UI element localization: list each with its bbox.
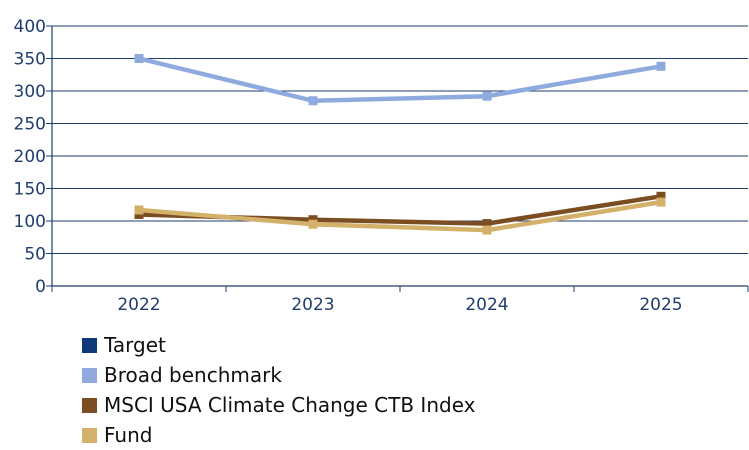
y-tick-label: 400 — [14, 17, 46, 37]
x-tick-label: 2023 — [291, 295, 334, 315]
data-point-marker — [308, 219, 318, 229]
legend-swatch — [82, 367, 97, 383]
data-point-marker — [134, 205, 144, 215]
data-point-marker — [308, 96, 318, 106]
series-line — [138, 56, 662, 103]
legend-label: Target — [104, 333, 166, 357]
legend-swatch — [82, 337, 97, 353]
y-tick-label: 100 — [14, 212, 46, 232]
legend: Target Broad benchmark MSCI USA Climate … — [82, 330, 475, 450]
data-point-marker — [308, 215, 318, 225]
data-point-marker — [656, 197, 666, 207]
legend-swatch — [82, 397, 97, 413]
x-tick-label: 2022 — [117, 295, 160, 315]
x-axis-ticks: 2022 2023 2024 2025 — [51, 286, 749, 315]
data-point-marker — [656, 191, 666, 201]
y-axis-ticks: 0 50 100 150 200 250 300 350 400 — [14, 17, 52, 297]
x-tick-label: 2025 — [639, 295, 682, 315]
legend-item-msci-index: MSCI USA Climate Change CTB Index — [82, 390, 475, 420]
y-tick-label: 0 — [35, 277, 46, 297]
series-line — [138, 199, 662, 233]
x-tick-label: 2024 — [465, 295, 508, 315]
y-tick-label: 200 — [14, 147, 46, 167]
legend-item-target: Target — [82, 330, 475, 360]
legend-label: MSCI USA Climate Change CTB Index — [104, 393, 476, 417]
y-tick-label: 50 — [24, 245, 46, 265]
legend-swatch — [82, 427, 97, 443]
legend-item-broad-benchmark: Broad benchmark — [82, 360, 475, 390]
data-point-marker — [482, 219, 492, 229]
series-line — [138, 194, 662, 226]
series-lines — [134, 54, 666, 235]
gridlines — [52, 25, 748, 254]
data-point-marker — [482, 225, 492, 235]
y-tick-label: 300 — [14, 82, 46, 102]
legend-label: Broad benchmark — [104, 363, 282, 387]
axes — [51, 26, 748, 287]
y-tick-label: 350 — [14, 50, 46, 70]
data-point-marker — [134, 54, 144, 63]
legend-item-fund: Fund — [82, 420, 475, 450]
y-tick-label: 250 — [14, 115, 46, 135]
data-point-marker — [656, 61, 666, 71]
data-point-marker — [134, 210, 144, 219]
data-point-marker — [482, 91, 492, 101]
y-tick-label: 150 — [14, 180, 46, 200]
legend-label: Fund — [104, 423, 153, 447]
